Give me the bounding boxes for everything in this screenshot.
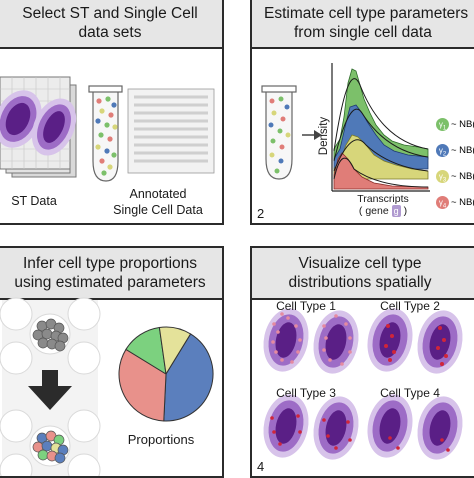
nb-row-4: γ4 ~ NB( [436, 195, 474, 209]
cell-type-1-label: Cell Type 1 [276, 299, 336, 313]
panel-4-graphic [257, 304, 469, 464]
tissue-type-1 [257, 304, 365, 378]
panel-1-graphic [0, 76, 215, 182]
nb-row-3: γ3 ~ NB( [436, 169, 474, 183]
single-cell-label-line2: Single Cell Data [113, 203, 203, 217]
panel-2-title: Estimate cell type parameters from singl… [252, 0, 474, 49]
gene-label: ( gene g ) [328, 205, 438, 217]
nb-row-2-text: ~ NB( [451, 144, 474, 156]
nb-row-2: γ2 ~ NB( [436, 143, 474, 157]
single-cell-tube-2 [261, 85, 297, 180]
panel-3-title-line2: using estimated parameters [14, 274, 206, 291]
panel-1-title-line1: Select ST and Single Cell [22, 5, 198, 22]
panel-visualize-distributions: Visualize cell type distributions spatia… [250, 246, 474, 478]
panel-4-title-line1: Visualize cell type [298, 255, 422, 272]
nb-row-1-text: ~ NB( [451, 118, 474, 130]
labeled-spot-cells [32, 430, 69, 464]
gamma-4-badge: γ4 [436, 195, 449, 209]
cell-type-3-label: Cell Type 3 [276, 386, 336, 400]
pie-slice-1 [163, 333, 214, 422]
gene-label-suffix: ) [403, 205, 408, 217]
unlabeled-spot-cells [32, 318, 69, 352]
panel-4-title: Visualize cell type distributions spatia… [252, 248, 474, 300]
gamma-1-badge: γ1 [436, 117, 449, 131]
single-cell-table [127, 88, 215, 174]
transcripts-label-line1: Transcripts [357, 193, 409, 205]
panel-2-title-line2: from single cell data [294, 24, 432, 41]
panel-infer-proportions: Infer cell type proportions using estima… [0, 246, 224, 478]
proportions-pie [118, 326, 214, 422]
panel-3-title-line1: Infer cell type proportions [22, 255, 198, 272]
panel-2-title-line1: Estimate cell type parameters [264, 5, 469, 22]
panel-2-number: 2 [257, 206, 265, 221]
nb-row-4-text: ~ NB( [451, 196, 474, 208]
panel-1-title-line2: data sets [78, 24, 142, 41]
panel-select-data: Select ST and Single Cell data sets [0, 0, 224, 225]
proportions-label: Proportions [127, 432, 195, 447]
down-arrow [28, 370, 72, 410]
pie-slice-4 [158, 326, 192, 376]
nb-row-3-text: ~ NB( [451, 170, 474, 182]
gene-badge: g [391, 205, 401, 217]
panel-2-graphic [261, 63, 430, 192]
density-label: Density [318, 116, 330, 156]
panel-3-title: Infer cell type proportions using estima… [0, 248, 222, 300]
gene-label-prefix: ( gene [358, 205, 389, 217]
nb-row-1: γ1 ~ NB( [436, 117, 474, 131]
cell-type-4-label: Cell Type 4 [380, 386, 440, 400]
single-cell-tube [88, 85, 123, 182]
arrow-to-density [302, 130, 322, 140]
st-tissue [0, 90, 77, 156]
cell-type-2-label: Cell Type 2 [380, 299, 440, 313]
single-cell-label: Annotated Single Cell Data [98, 186, 218, 218]
panel-4-number: 4 [257, 459, 265, 474]
panel-estimate-parameters: Estimate cell type parameters from singl… [250, 0, 474, 225]
single-cell-label-line1: Annotated [129, 187, 187, 201]
gamma-2-badge: γ2 [436, 143, 449, 157]
panel-4-title-line2: distributions spatially [288, 274, 432, 291]
tissue-type-2 [361, 304, 469, 378]
tissue-type-4 [361, 390, 469, 464]
panel-1-title: Select ST and Single Cell data sets [0, 0, 222, 49]
gamma-3-badge: γ3 [436, 169, 449, 183]
tissue-type-3 [257, 390, 365, 464]
transcripts-label: Transcripts ( gene g ) [328, 193, 438, 217]
panel-3-graphic [0, 297, 214, 476]
st-data-label: ST Data [11, 194, 57, 208]
